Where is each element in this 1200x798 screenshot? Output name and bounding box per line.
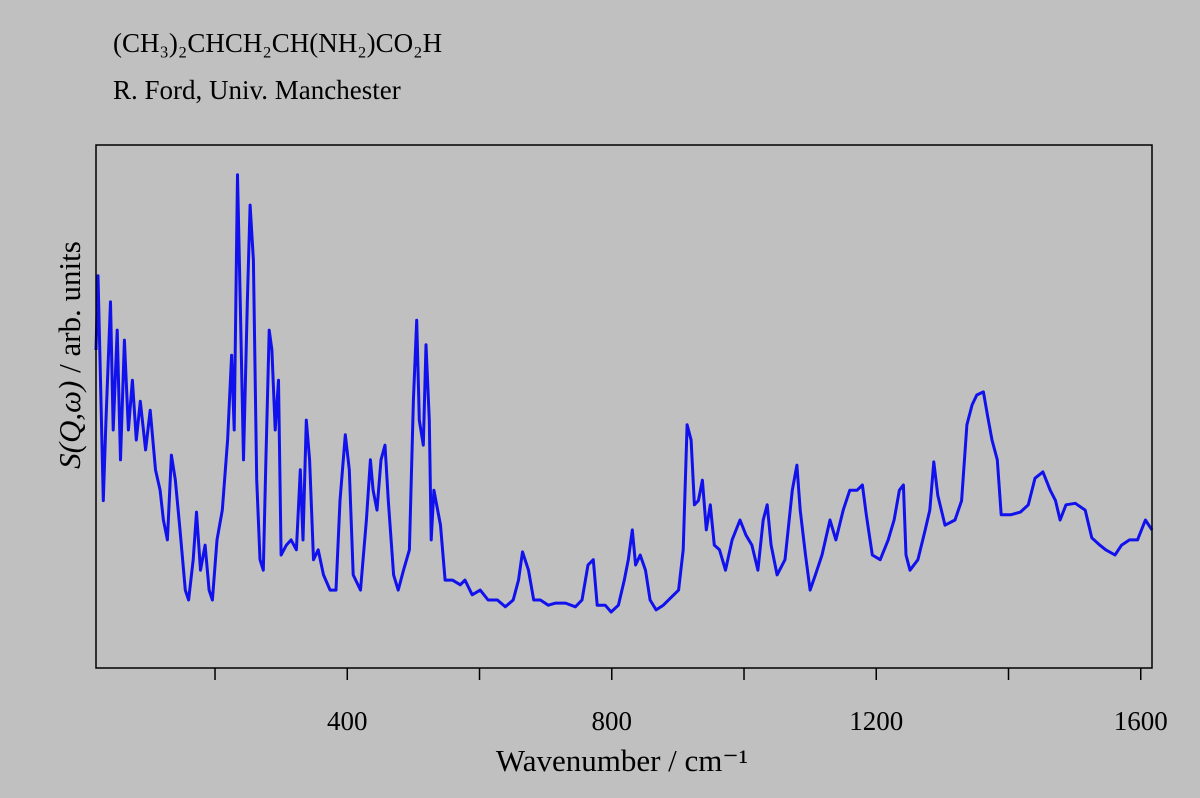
chart-title: (CH₃)₂CHCH₂CH(NH₂)CO₂H xyxy=(113,28,442,58)
x-axis-label: Wavenumber / cm⁻¹ xyxy=(496,743,748,778)
chart-subtitle: R. Ford, Univ. Manchester xyxy=(113,75,401,105)
y-axis-label: S(Q,ω) / arb. units xyxy=(52,241,87,469)
spectrum-line xyxy=(94,173,1154,614)
x-tick-label: 1600 xyxy=(1114,706,1168,736)
x-tick-label: 800 xyxy=(592,706,633,736)
x-tick-label: 400 xyxy=(327,706,368,736)
x-tick-label: 1200 xyxy=(849,706,903,736)
plot-frame xyxy=(95,144,1153,669)
